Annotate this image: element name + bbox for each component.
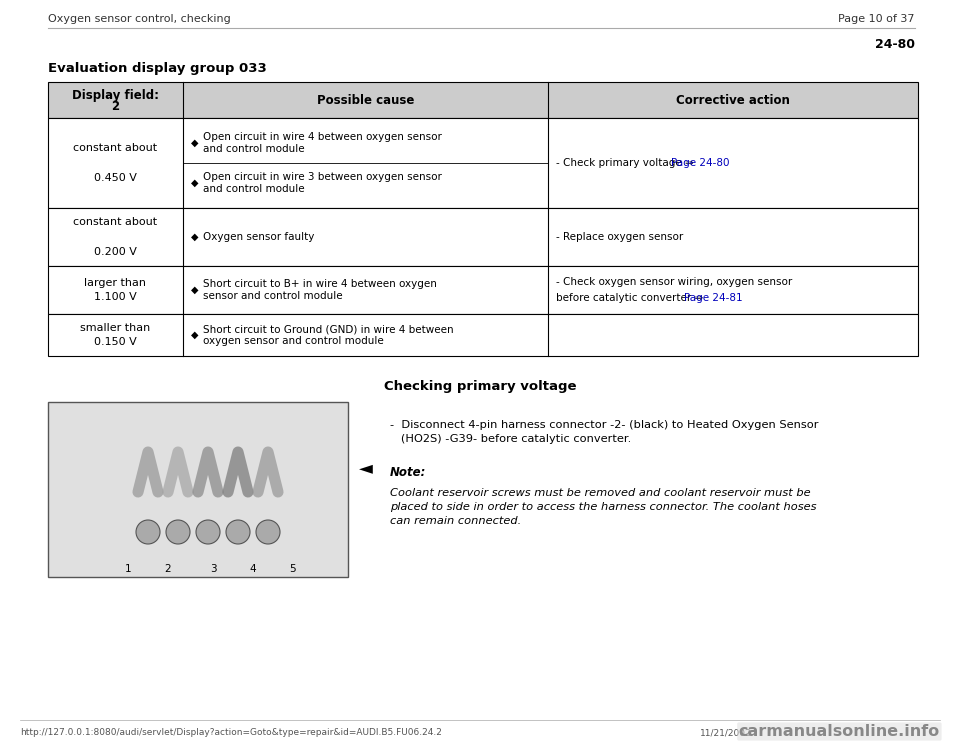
Bar xyxy=(48,266,918,314)
Text: 24-80: 24-80 xyxy=(875,38,915,51)
Text: ◆: ◆ xyxy=(191,178,199,188)
Text: Evaluation display group 033: Evaluation display group 033 xyxy=(48,62,267,75)
Text: ◆: ◆ xyxy=(191,232,199,242)
Circle shape xyxy=(166,520,190,544)
Text: Page 24-80: Page 24-80 xyxy=(671,158,730,168)
Text: larger than
1.100 V: larger than 1.100 V xyxy=(84,278,147,303)
Text: - Replace oxygen sensor: - Replace oxygen sensor xyxy=(556,232,684,242)
Text: Checking primary voltage: Checking primary voltage xyxy=(384,380,576,393)
Text: Short circuit to B+ in wire 4 between oxygen
sensor and control module: Short circuit to B+ in wire 4 between ox… xyxy=(203,279,437,301)
Text: constant about

0.450 V: constant about 0.450 V xyxy=(73,143,157,183)
Text: placed to side in order to access the harness connector. The coolant hoses: placed to side in order to access the ha… xyxy=(390,502,817,512)
Text: Open circuit in wire 3 between oxygen sensor
and control module: Open circuit in wire 3 between oxygen se… xyxy=(203,172,442,194)
Bar xyxy=(48,314,918,356)
Text: constant about

0.200 V: constant about 0.200 V xyxy=(73,217,157,257)
Text: Oxygen sensor control, checking: Oxygen sensor control, checking xyxy=(48,14,230,24)
Text: Page 10 of 37: Page 10 of 37 xyxy=(838,14,915,24)
Text: ◄: ◄ xyxy=(359,459,372,478)
Bar xyxy=(48,402,348,577)
Bar xyxy=(48,118,918,208)
Text: Possible cause: Possible cause xyxy=(317,93,414,107)
Text: 11/21/2002: 11/21/2002 xyxy=(700,728,752,737)
Text: http://127.0.0.1:8080/audi/servlet/Display?action=Goto&type=repair&id=AUDI.B5.FU: http://127.0.0.1:8080/audi/servlet/Displ… xyxy=(20,728,442,737)
Text: Note:: Note: xyxy=(390,466,426,479)
Text: Page 24-81: Page 24-81 xyxy=(684,293,742,303)
Text: 5: 5 xyxy=(290,564,297,574)
Text: Oxygen sensor faulty: Oxygen sensor faulty xyxy=(203,232,314,242)
Text: 2: 2 xyxy=(111,100,119,114)
Text: ◆: ◆ xyxy=(191,138,199,148)
Circle shape xyxy=(226,520,250,544)
Text: 2: 2 xyxy=(165,564,171,574)
Circle shape xyxy=(136,520,160,544)
Text: Short circuit to Ground (GND) in wire 4 between
oxygen sensor and control module: Short circuit to Ground (GND) in wire 4 … xyxy=(203,324,453,346)
Text: carmanualsonline.info: carmanualsonline.info xyxy=(739,724,940,739)
Text: 4: 4 xyxy=(250,564,256,574)
Circle shape xyxy=(196,520,220,544)
Text: Display field:: Display field: xyxy=(72,88,159,102)
Text: ◆: ◆ xyxy=(191,285,199,295)
Text: ◆: ◆ xyxy=(191,330,199,340)
Text: -  Disconnect 4-pin harness connector -2- (black) to Heated Oxygen Sensor: - Disconnect 4-pin harness connector -2-… xyxy=(390,420,819,430)
Text: - Check primary voltage ⇒: - Check primary voltage ⇒ xyxy=(556,158,697,168)
Bar xyxy=(48,208,918,266)
Text: smaller than
0.150 V: smaller than 0.150 V xyxy=(81,323,151,347)
Text: Coolant reservoir screws must be removed and coolant reservoir must be: Coolant reservoir screws must be removed… xyxy=(390,488,810,498)
Text: - Check oxygen sensor wiring, oxygen sensor: - Check oxygen sensor wiring, oxygen sen… xyxy=(556,277,793,287)
Text: before catalytic converter ⇒: before catalytic converter ⇒ xyxy=(556,293,707,303)
Text: (HO2S) -G39- before catalytic converter.: (HO2S) -G39- before catalytic converter. xyxy=(390,434,632,444)
Circle shape xyxy=(256,520,280,544)
Text: 3: 3 xyxy=(209,564,216,574)
Text: Corrective action: Corrective action xyxy=(676,93,790,107)
Text: can remain connected.: can remain connected. xyxy=(390,516,521,526)
Text: Open circuit in wire 4 between oxygen sensor
and control module: Open circuit in wire 4 between oxygen se… xyxy=(203,132,442,154)
Text: 1: 1 xyxy=(125,564,132,574)
Bar xyxy=(48,82,918,118)
